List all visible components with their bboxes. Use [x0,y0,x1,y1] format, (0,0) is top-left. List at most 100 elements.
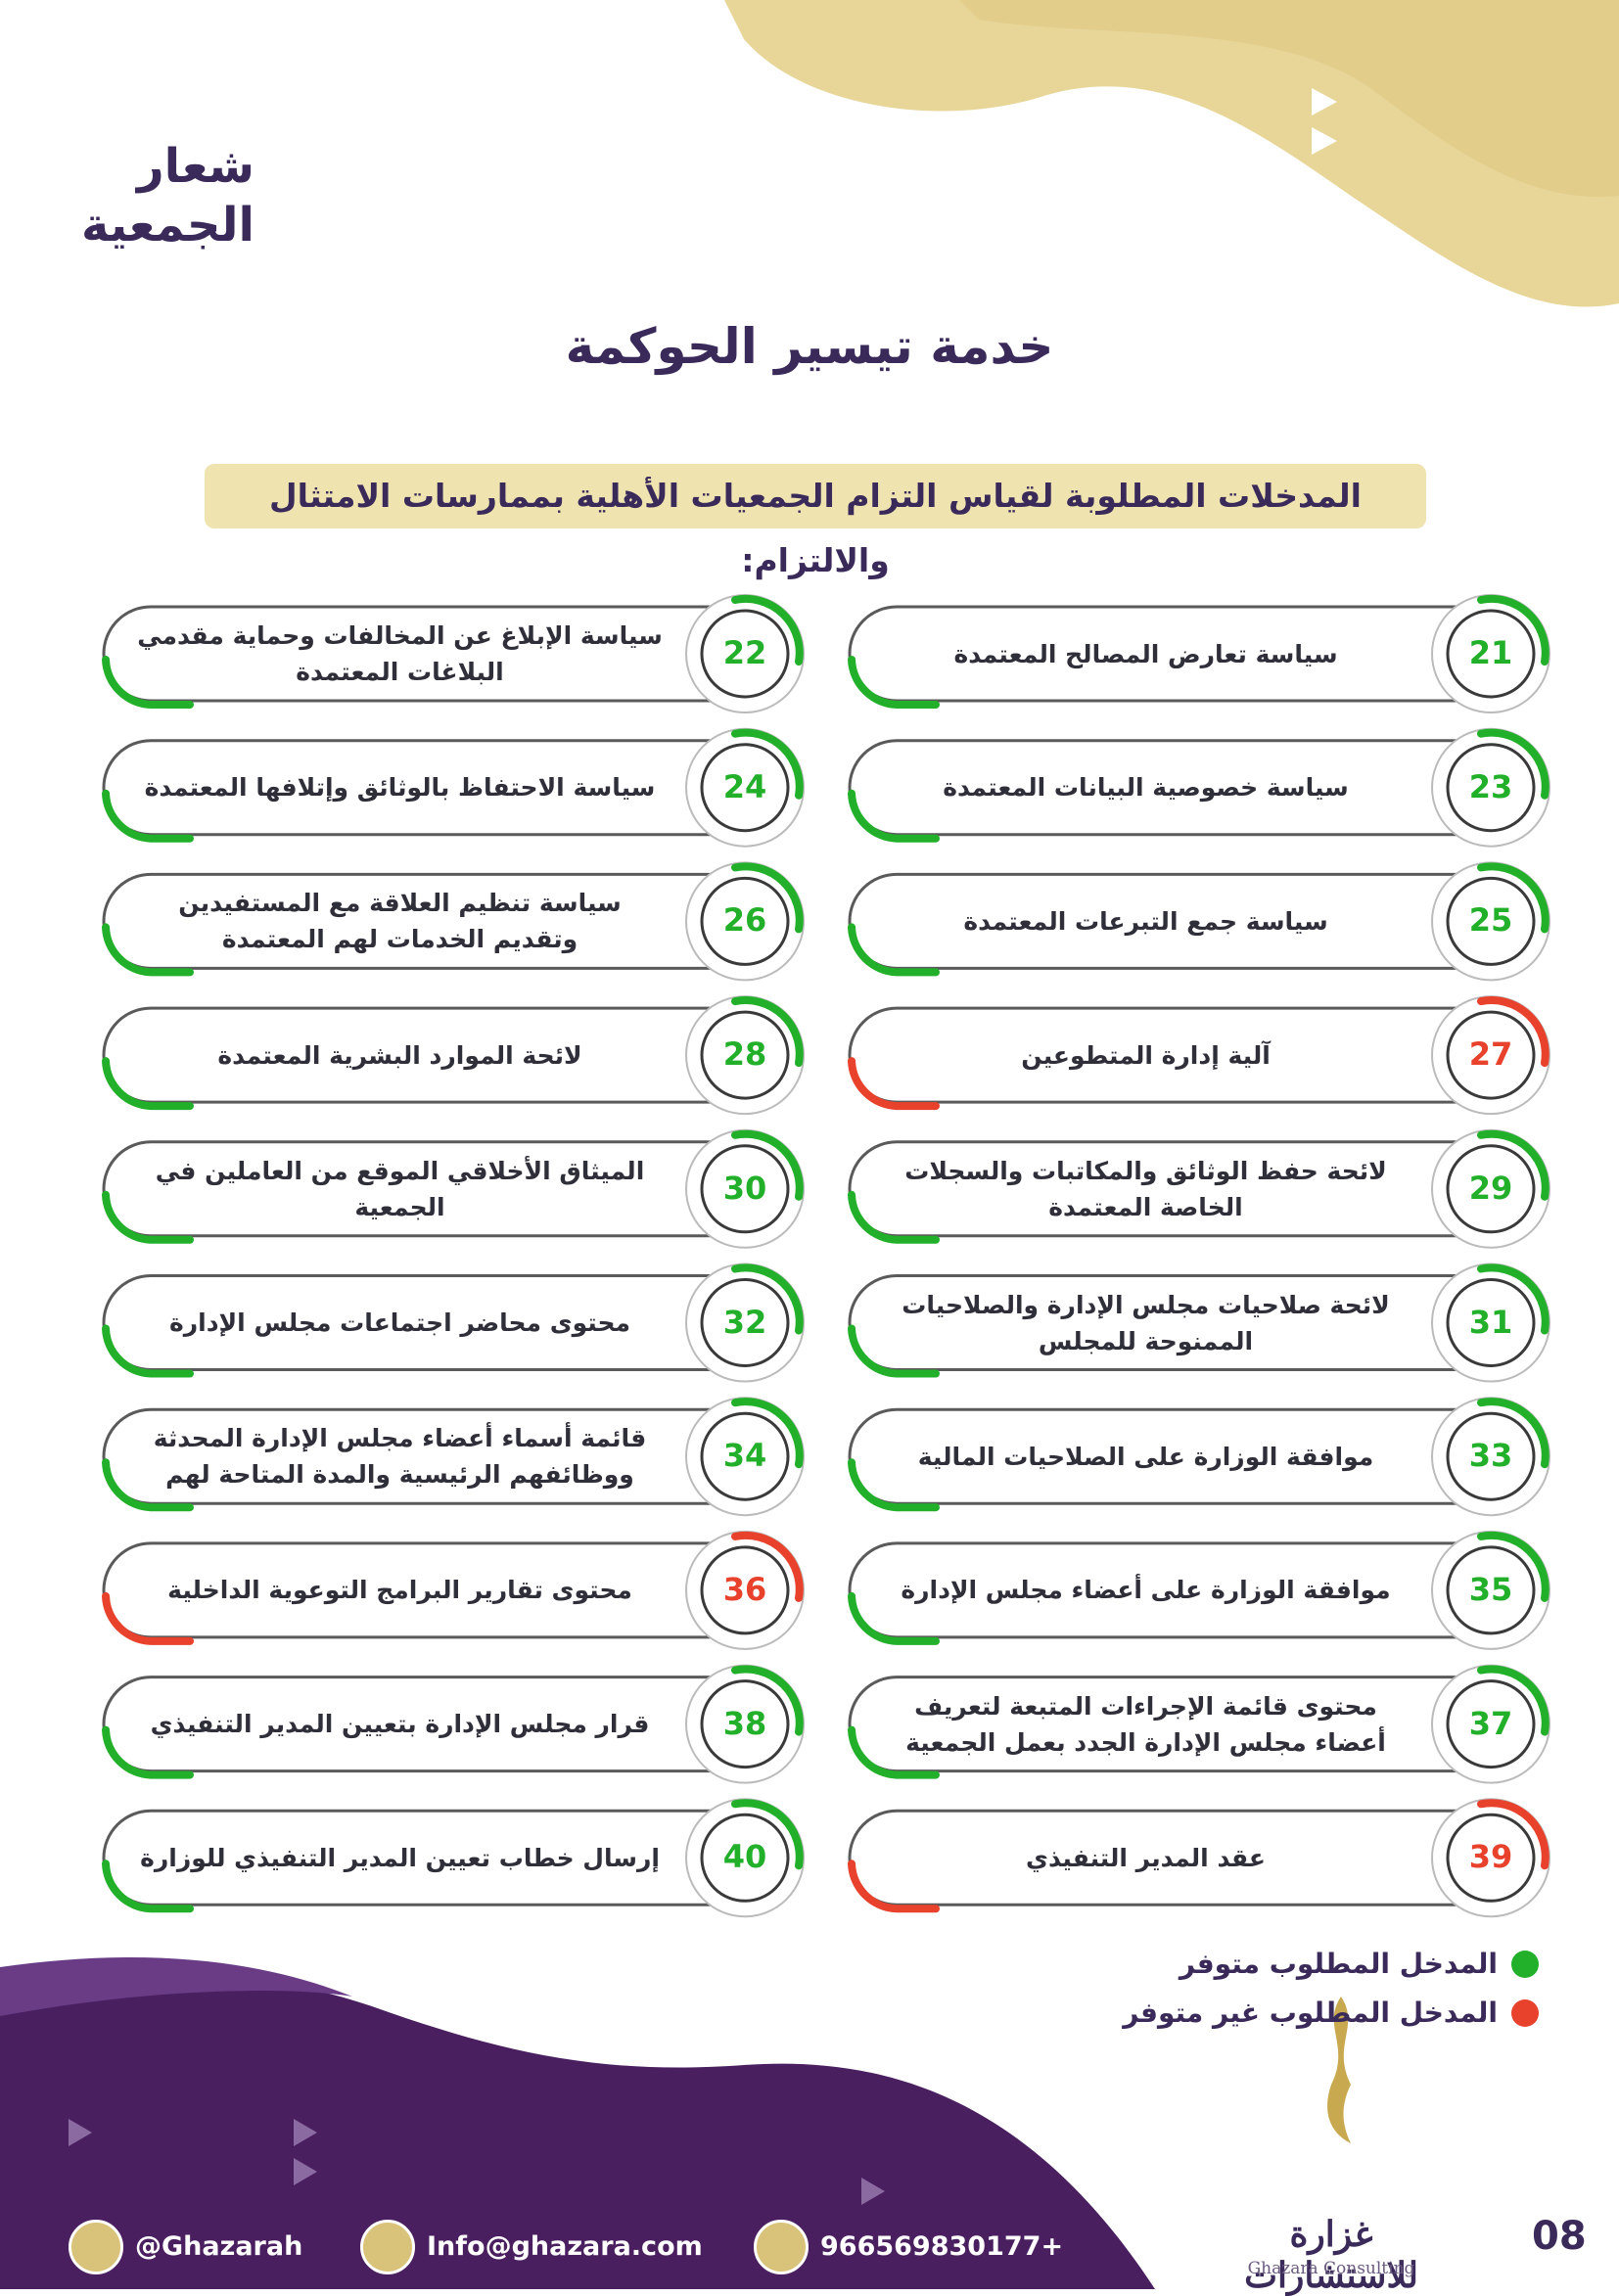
number-arc [731,996,804,1068]
number-arc [1477,728,1550,800]
number-circle [1446,876,1536,966]
item-text: سياسة جمع التبرعات المعتمدة [963,906,1328,936]
number-circle [700,1278,790,1367]
item-text: لائحة صلاحيات مجلس الإدارة والصلاحيات ال… [902,1290,1390,1355]
email[interactable]: Info@ghazara.com [427,2231,703,2262]
logo-line: شعار [137,139,254,194]
item-number: 39 [1468,1838,1513,1876]
number-arc [1477,862,1550,934]
email-icon [360,2220,415,2274]
number-arc [731,862,804,934]
number-arc [1477,1263,1550,1335]
number-arc [1477,1799,1550,1870]
item-card-accent [848,1725,940,1779]
number-arc [1477,996,1550,1068]
item-number: 34 [722,1437,767,1475]
item-card-accent [102,789,194,843]
item-text: سياسة تنظيم العلاقة مع المستفيدين وتقديم… [178,889,622,954]
legend-entry: المدخل المطلوب غير متوفر [1123,1997,1539,2029]
number-arc [1477,1129,1550,1201]
item-text: محتوى محاضر اجتماعات مجلس الإدارة [169,1309,630,1337]
legend-label: المدخل المطلوب متوفر [1179,1948,1498,1980]
purple-shape [0,1969,1155,2289]
brand-name-en: Ghazara Consulting [1247,2259,1415,2278]
item-number: 23 [1468,767,1513,805]
number-circle [1446,1144,1536,1234]
number-arc [731,1665,804,1736]
number-circle [1446,1411,1536,1501]
item-number: 27 [1468,1035,1513,1074]
item-number: 24 [722,767,767,805]
item-card-accent [848,1458,940,1512]
item-text: سياسة تعارض المصالح المعتمدة [953,639,1338,668]
legend-dot [1511,1950,1539,1978]
item-text: لائحة الموارد البشرية المعتمدة [217,1040,582,1070]
item-card-accent [848,1057,940,1111]
legend-label: المدخل المطلوب غير متوفر [1123,1997,1498,2029]
item-number: 30 [722,1169,767,1207]
number-arc [1477,1531,1550,1602]
item-number: 29 [1468,1169,1513,1207]
item-text: قرار مجلس الإدارة بتعيين المدير التنفيذي [150,1710,650,1739]
logo-line: الجمعية [80,198,254,253]
item-text: آلية إدارة المتطوعين [1021,1040,1271,1070]
item-number: 22 [722,634,767,671]
twitter[interactable]: @Ghazarah [135,2231,303,2262]
number-circle [700,1545,790,1635]
number-circle [700,1813,790,1903]
number-arc [731,594,804,666]
item-text: محتوى قائمة الإجراءات المتبعة لتعريف أعض… [905,1691,1386,1757]
logo-placeholder: شعار الجمعية [59,137,254,254]
item-text: موافقة الوزارة على الصلاحيات المالية [917,1442,1374,1471]
item-number: 38 [722,1704,767,1742]
phone[interactable]: 966569830177+ [820,2231,1064,2262]
item-text: سياسة الاحتفاظ بالوثائق وإتلافها المعتمد… [144,773,656,803]
number-arc [1477,1398,1550,1469]
item-text: سياسة خصوصية البيانات المعتمدة [943,773,1349,803]
item-card-accent [102,1190,194,1244]
number-arc [731,1799,804,1870]
item-card-accent [102,1725,194,1779]
legend-dot [1511,1998,1539,2027]
item-number: 21 [1468,634,1513,671]
item-number: 36 [722,1570,767,1608]
brand-mark [1327,1997,1351,2143]
item-card-accent [102,656,194,709]
item-text: عقد المدير التنفيذي [1026,1843,1266,1872]
number-circle [1446,1813,1536,1903]
title: خدمة تيسير الحوكمة [565,318,1054,375]
number-circle [1446,1545,1536,1635]
item-card-accent [102,1860,194,1913]
number-circle [700,1010,790,1100]
number-arc [731,1129,804,1201]
item-number: 40 [722,1838,767,1876]
item-text: إرسال خطاب تعيين المدير التنفيذي للوزارة [140,1843,660,1872]
item-number: 25 [1468,901,1513,940]
item-text: لائحة حفظ الوثائق والمكاتبات والسجلات ال… [904,1156,1387,1221]
item-card-accent [848,923,940,977]
item-number: 33 [1468,1437,1513,1475]
item-card-accent [848,789,940,843]
item-text: قائمة أسماء أعضاء مجلس الإدارة المحدثة و… [153,1424,647,1490]
item-text: محتوى تقارير البرامج التوعوية الداخلية [167,1576,632,1605]
item-number: 35 [1468,1570,1513,1608]
item-text: سياسة الإبلاغ عن المخالفات وحماية مقدمي … [137,621,663,686]
item-card-accent [848,1324,940,1378]
number-arc [731,1531,804,1602]
item-card-accent [848,1190,940,1244]
number-arc [731,728,804,800]
legend-entry: المدخل المطلوب متوفر [1180,1948,1539,1980]
item-card-accent [102,1324,194,1378]
item-number: 37 [1468,1704,1513,1742]
number-circle [1446,743,1536,833]
item-number: 31 [1468,1303,1513,1341]
item-number: 28 [722,1035,767,1074]
item-card-accent [848,656,940,709]
number-arc [731,1398,804,1469]
item-text: الميثاق الأخلاقي الموقع من العاملين في ا… [155,1156,645,1221]
arrows [1312,88,1337,155]
number-circle [700,1144,790,1234]
